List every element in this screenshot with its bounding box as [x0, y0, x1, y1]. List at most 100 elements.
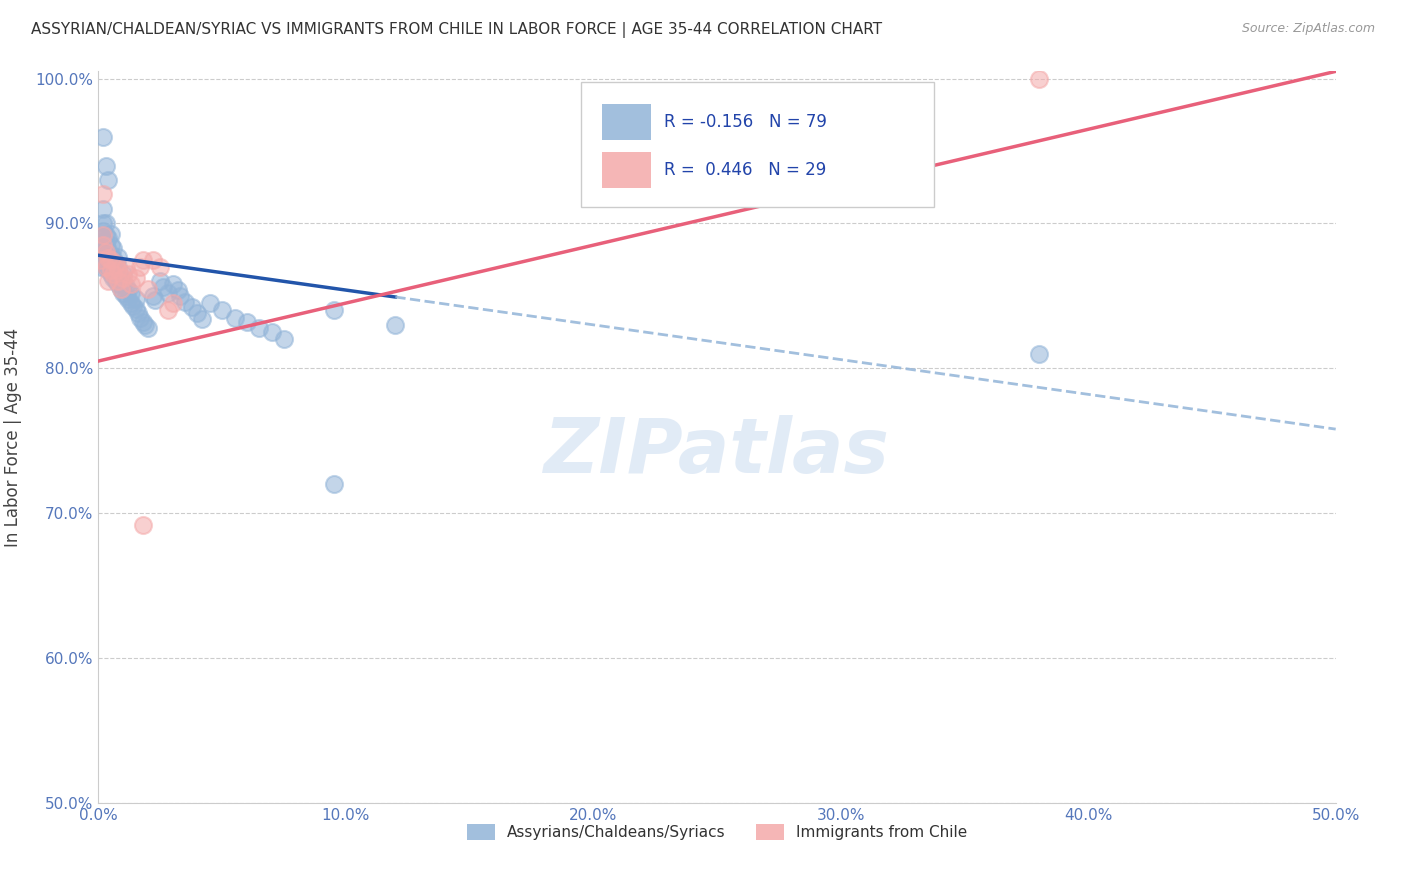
Point [134, 318, 156, 332]
Text: ZIPatlas: ZIPatlas [544, 415, 890, 489]
Point [198, 296, 221, 310]
Point [110, 282, 132, 296]
Point [90, 243, 112, 257]
Point [236, 315, 259, 329]
Point [162, 296, 184, 310]
Point [156, 285, 179, 300]
Point [322, 477, 344, 491]
Point [100, 257, 122, 271]
Point [186, 306, 208, 320]
Point [127, 306, 149, 320]
Point [104, 264, 127, 278]
Point [103, 241, 125, 255]
Point [181, 301, 204, 315]
Point [97, 231, 120, 245]
Point [142, 289, 165, 303]
Point [322, 303, 344, 318]
Point [94, 216, 117, 230]
Point [169, 289, 191, 303]
Point [93, 245, 115, 260]
Point [107, 250, 129, 264]
Point [132, 315, 155, 329]
Point [107, 262, 129, 277]
Point [247, 320, 270, 334]
Point [93, 224, 115, 238]
Point [94, 245, 117, 260]
Point [114, 260, 136, 274]
Point [114, 278, 136, 293]
Point [112, 285, 135, 300]
Point [104, 255, 127, 269]
Point [142, 252, 165, 267]
Point [114, 289, 136, 303]
Point [93, 227, 115, 242]
Text: R = -0.156   N = 79: R = -0.156 N = 79 [664, 112, 827, 131]
Point [100, 238, 122, 252]
Point [149, 260, 172, 274]
Point [211, 303, 233, 318]
Point [103, 251, 125, 265]
Point [120, 285, 142, 300]
Point [110, 282, 132, 296]
Text: ASSYRIAN/CHALDEAN/SYRIAC VS IMMIGRANTS FROM CHILE IN LABOR FORCE | AGE 35-44 COR: ASSYRIAN/CHALDEAN/SYRIAC VS IMMIGRANTS F… [31, 22, 882, 38]
Point [260, 325, 283, 339]
Point [122, 299, 145, 313]
Point [93, 252, 115, 267]
Point [143, 293, 166, 308]
Point [94, 260, 117, 274]
Point [107, 277, 129, 292]
Point [156, 303, 179, 318]
Point [1028, 71, 1050, 86]
Point [100, 252, 122, 267]
Point [97, 251, 120, 265]
Point [90, 231, 112, 245]
Point [97, 252, 120, 267]
Point [132, 517, 155, 532]
Legend: Assyrians/Chaldeans/Syriacs, Immigrants from Chile: Assyrians/Chaldeans/Syriacs, Immigrants … [461, 818, 973, 847]
Point [93, 202, 115, 216]
Point [124, 292, 146, 306]
Point [90, 260, 112, 274]
Point [120, 277, 142, 292]
Point [162, 277, 184, 292]
Point [104, 274, 127, 288]
Point [94, 159, 117, 173]
FancyBboxPatch shape [581, 82, 934, 207]
Point [132, 252, 155, 267]
Point [94, 260, 117, 274]
Point [191, 312, 214, 326]
Point [104, 257, 127, 271]
Point [100, 227, 122, 241]
Point [110, 271, 132, 285]
Bar [602, 103, 651, 140]
Point [94, 238, 117, 252]
Point [103, 261, 125, 276]
Point [97, 274, 120, 288]
Point [117, 267, 139, 281]
Point [112, 271, 135, 285]
Point [129, 260, 152, 274]
Point [112, 267, 135, 281]
Point [273, 332, 295, 346]
Point [100, 267, 122, 281]
Point [107, 274, 129, 288]
Y-axis label: In Labor Force | Age 35-44: In Labor Force | Age 35-44 [4, 327, 21, 547]
Point [117, 292, 139, 306]
Point [93, 129, 115, 144]
Point [97, 243, 120, 257]
Point [136, 320, 159, 334]
Point [120, 296, 142, 310]
Point [149, 274, 172, 288]
Point [100, 248, 122, 262]
Point [93, 187, 115, 202]
Point [136, 282, 159, 296]
Point [107, 268, 129, 283]
Text: R =  0.446   N = 29: R = 0.446 N = 29 [664, 161, 827, 179]
Point [93, 234, 115, 248]
Point [152, 280, 174, 294]
Point [129, 310, 152, 325]
Point [124, 301, 146, 316]
Point [103, 271, 125, 285]
Point [93, 216, 115, 230]
Point [107, 260, 129, 274]
